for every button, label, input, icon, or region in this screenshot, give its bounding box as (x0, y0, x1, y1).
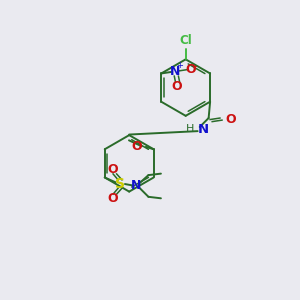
Text: -: - (194, 61, 197, 71)
Text: H: H (186, 124, 195, 134)
Text: O: O (108, 192, 118, 205)
Text: O: O (108, 163, 118, 176)
Text: +: + (176, 61, 183, 70)
Text: S: S (115, 177, 125, 191)
Text: O: O (225, 113, 236, 126)
Text: N: N (198, 123, 209, 136)
Text: N: N (131, 179, 142, 192)
Text: N: N (170, 65, 181, 79)
Text: O: O (132, 140, 142, 153)
Text: Cl: Cl (179, 34, 192, 47)
Text: O: O (186, 63, 196, 76)
Text: O: O (171, 80, 182, 93)
